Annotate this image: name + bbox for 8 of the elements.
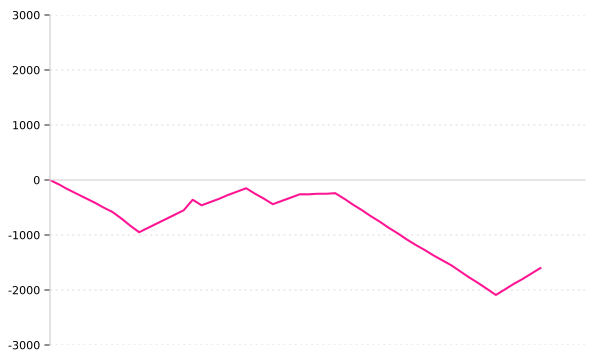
y-tick-label: 0 xyxy=(34,176,40,184)
y-tick-label: -1000 xyxy=(8,230,40,240)
y-tick-label: 1000 xyxy=(13,120,40,130)
y-tick-label: 2000 xyxy=(12,66,40,74)
y-tick-label: -3000 xyxy=(8,340,40,350)
y-tick-label: -2000 xyxy=(8,286,40,294)
line-series xyxy=(48,178,542,296)
y-tick-label: 3000 xyxy=(12,10,40,20)
